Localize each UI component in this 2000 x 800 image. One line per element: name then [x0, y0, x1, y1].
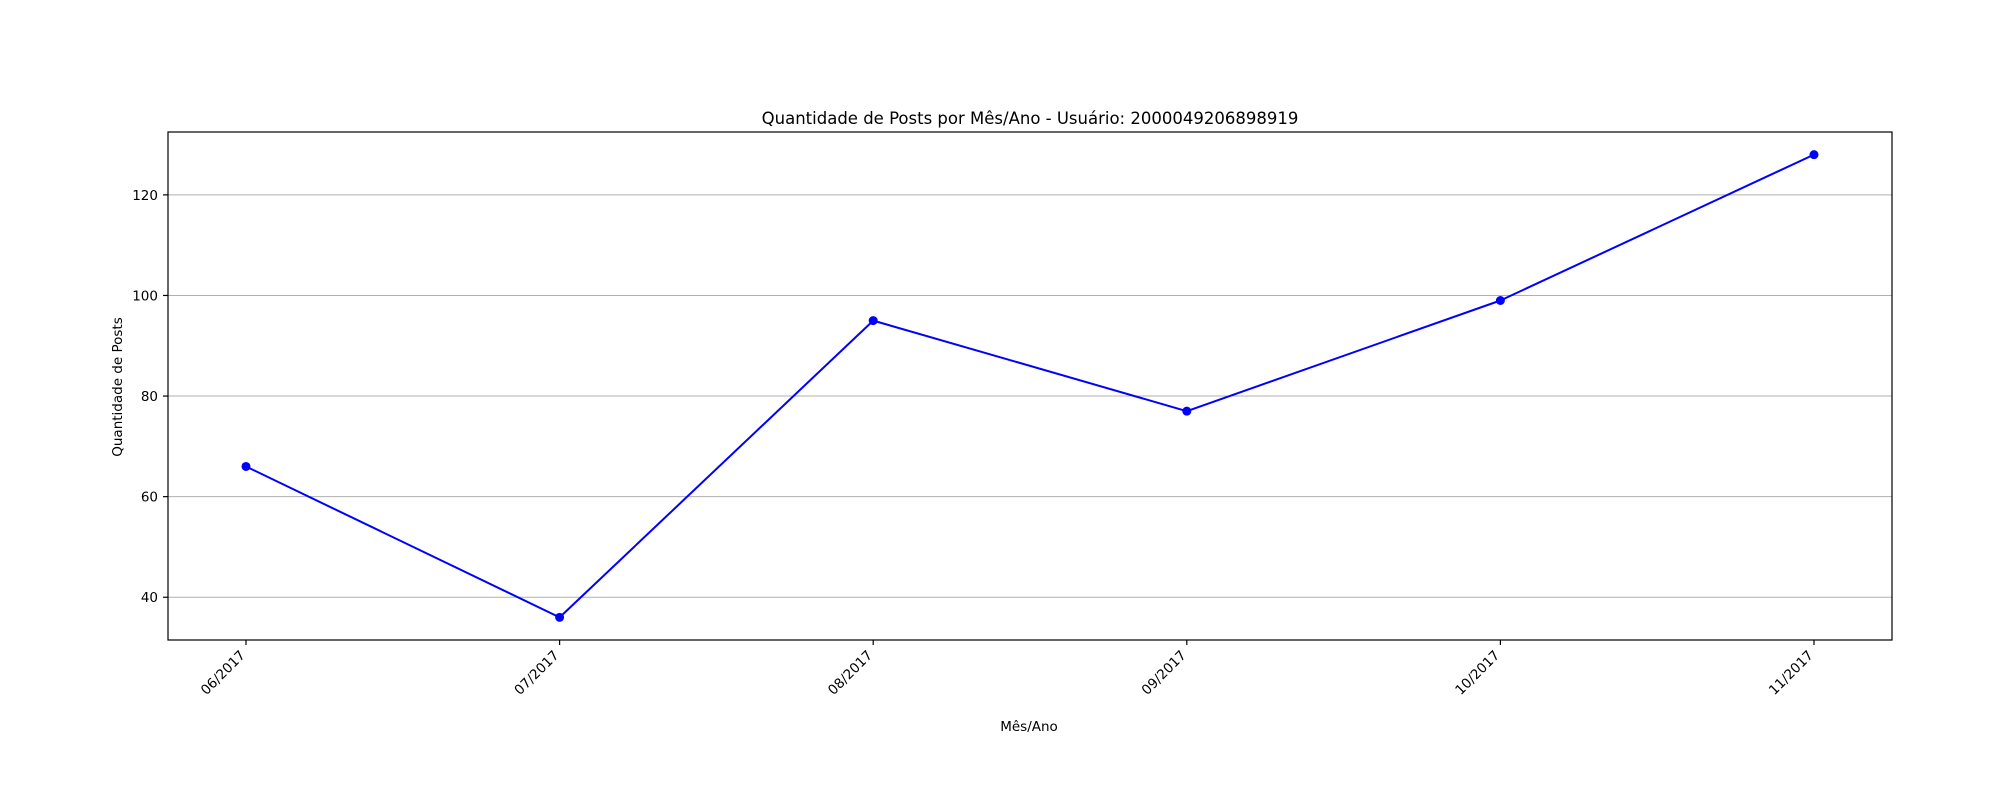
data-point: [868, 316, 878, 326]
y-axis-label: Quantidade de Posts: [110, 317, 126, 457]
y-tick-label: 100: [132, 288, 158, 304]
y-tick-label: 80: [141, 389, 158, 405]
data-point: [1809, 150, 1819, 160]
chart-title: Quantidade de Posts por Mês/Ano - Usuári…: [762, 109, 1299, 128]
data-point: [1495, 295, 1505, 305]
data-point: [1182, 406, 1192, 416]
y-tick-label: 60: [141, 490, 158, 506]
y-tick-label: 120: [132, 188, 158, 204]
y-tick-label: 40: [141, 590, 158, 606]
data-point: [555, 612, 565, 622]
y-axis-ticks: 40 60 80 100 120: [132, 188, 168, 606]
data-point: [241, 461, 251, 471]
x-axis-label: Mês/Ano: [1000, 719, 1058, 735]
plot-frame: [167, 131, 1893, 641]
series-layer: [241, 150, 1819, 622]
series-line: [245, 153, 1815, 619]
gridlines: [168, 194, 1892, 598]
